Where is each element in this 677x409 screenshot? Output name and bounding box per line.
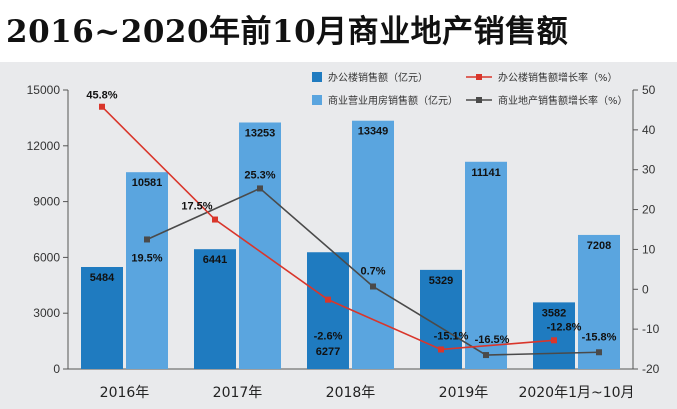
bar-value-label-commercial: 10581	[132, 177, 163, 189]
y-left-tick-label: 12000	[27, 139, 61, 153]
office-growth-label: -15.1%	[434, 330, 469, 342]
legend-item-3-label: 办公楼销售额增长率（%）	[498, 71, 618, 84]
commercial-growth-label: 19.5%	[131, 252, 162, 264]
y-right-tick-label: 20	[642, 203, 656, 217]
bar-commercial	[465, 161, 507, 369]
bar-commercial	[352, 120, 394, 369]
bar-value-label-office: 5484	[90, 272, 115, 284]
y-right-tick-label: 50	[642, 83, 656, 97]
bar-office	[307, 252, 349, 369]
y-left-tick-label: 15000	[27, 83, 61, 97]
x-tick-label: 2017年	[213, 385, 263, 401]
commercial-growth-label: 25.3%	[244, 169, 275, 181]
y-right-tick-label: -20	[642, 362, 660, 376]
office-growth-point	[438, 346, 444, 353]
commercial-growth-point	[596, 349, 602, 356]
x-tick-label: 2020年1月~10月	[518, 385, 634, 401]
x-tick-label: 2018年	[326, 385, 376, 401]
bar-commercial	[239, 122, 281, 369]
office-growth-label: -12.8%	[547, 321, 582, 333]
chart: 0 3000 6000 9000 12000 15000 -20 -10 0 10 20 30 40 50…	[27, 71, 660, 401]
legend-item-2-label: 商业营业用房销售额（亿元）	[328, 94, 458, 107]
x-tick-label: 2019年	[439, 385, 489, 401]
commercial-growth-label: 0.7%	[360, 265, 385, 277]
bar-commercial	[126, 172, 168, 369]
bar-value-label-commercial: 7208	[587, 240, 611, 252]
bar-value-label-commercial: 13349	[358, 126, 389, 138]
legend-item-4-marker	[476, 97, 482, 103]
commercial-growth-point	[144, 236, 150, 243]
legend-item-2-swatch	[312, 95, 322, 105]
y-left-tick-label: 9000	[33, 195, 60, 209]
commercial-growth-point	[483, 352, 489, 359]
bar-value-label-commercial: 11141	[471, 167, 500, 179]
y-right-tick-label: 40	[642, 123, 656, 137]
bar-value-label-commercial: 13253	[245, 127, 276, 139]
office-growth-label: 45.8%	[86, 90, 117, 102]
bar-value-label-office: 6441	[203, 254, 227, 266]
bar-value-label-office: 3582	[542, 307, 566, 319]
office-growth-point	[212, 216, 218, 223]
bar-office	[533, 302, 575, 369]
commercial-growth-label: -15.8%	[582, 331, 617, 343]
office-growth-point	[325, 296, 331, 303]
commercial-growth-label: -16.5%	[475, 334, 510, 346]
bar-office	[194, 249, 236, 369]
x-tick-label: 2016年	[100, 385, 150, 401]
office-growth-label: -2.6%	[314, 331, 343, 343]
commercial-growth-point	[370, 283, 376, 290]
office-growth-point	[551, 337, 557, 344]
legend-item-3-marker	[476, 74, 482, 80]
commercial-growth-point	[257, 185, 263, 192]
legend-item-1-swatch	[312, 72, 322, 82]
y-left-tick-label: 0	[53, 362, 60, 376]
bar-commercial	[578, 234, 620, 369]
legend-item-1-label: 办公楼销售额（亿元）	[328, 71, 428, 84]
y-left-tick-label: 6000	[33, 250, 60, 264]
y-right-tick-label: 0	[642, 282, 649, 296]
office-growth-label: 17.5%	[181, 201, 212, 213]
legend-item-4-label: 商业地产销售额增长率（%）	[498, 94, 628, 107]
y-right-tick-label: -10	[642, 322, 660, 336]
bar-value-label-office: 6277	[316, 346, 340, 358]
chart-area: 0 3000 6000 9000 12000 15000 -20 -10 0 10 20 30 40 50…	[0, 62, 677, 409]
office-growth-point	[99, 103, 105, 110]
bar-office	[81, 266, 123, 369]
bar-value-label-office: 5329	[429, 275, 453, 287]
y-right-tick-label: 30	[642, 163, 656, 177]
y-left-tick-label: 3000	[33, 306, 60, 320]
y-right-tick-label: 10	[642, 242, 656, 256]
chart-title: 2016~2020年前10月商业地产销售额	[6, 14, 569, 50]
